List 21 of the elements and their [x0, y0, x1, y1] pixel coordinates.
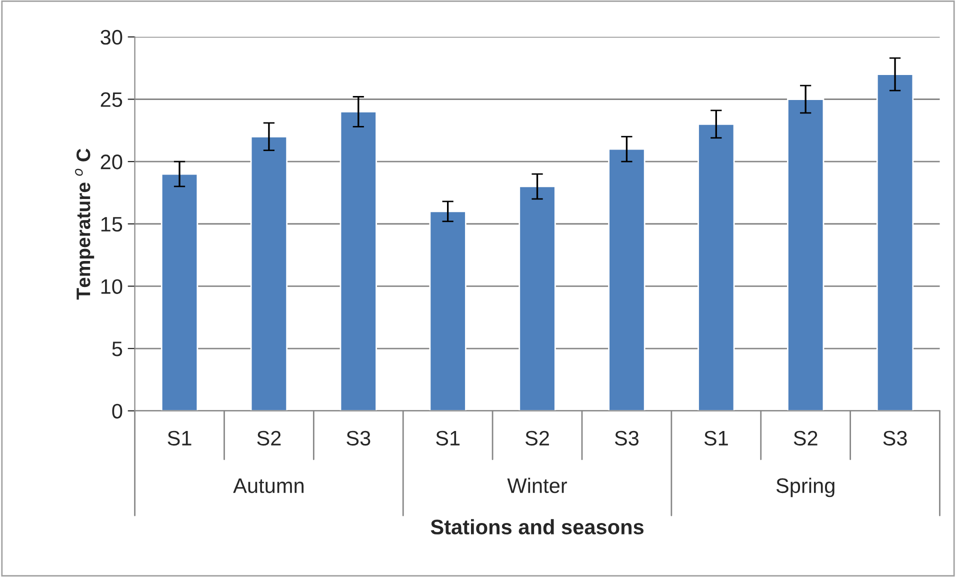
x-tick-label: S2 [257, 430, 281, 446]
y-tick-label: 0 [112, 404, 122, 419]
y-axis-title: Temperature $^{o}$ C [75, 148, 94, 300]
y-tick-label: 20 [100, 154, 122, 170]
y-tick-label: 5 [112, 342, 122, 356]
x-tick-label: S1 [704, 430, 728, 446]
y-tick-label: 25 [100, 92, 122, 107]
text: Winter [507, 478, 568, 494]
y-tick-label: 15 [101, 217, 122, 232]
x-tick-label: S1 [168, 430, 192, 446]
x-tick-label: S3 [883, 430, 907, 446]
y-tick-label: 10 [101, 279, 122, 294]
x-tick-label: S2 [525, 430, 549, 446]
x-tick-label: S3 [614, 430, 639, 446]
text: Autumn [233, 478, 304, 494]
x-axis-title: Stations and seasons [430, 519, 644, 534]
x-tick-label: S2 [794, 430, 818, 446]
text: Spring [776, 478, 834, 498]
x-tick-label: S3 [346, 430, 370, 446]
y-tick-label: 30 [100, 30, 122, 45]
x-tick-label: S1 [436, 430, 460, 446]
